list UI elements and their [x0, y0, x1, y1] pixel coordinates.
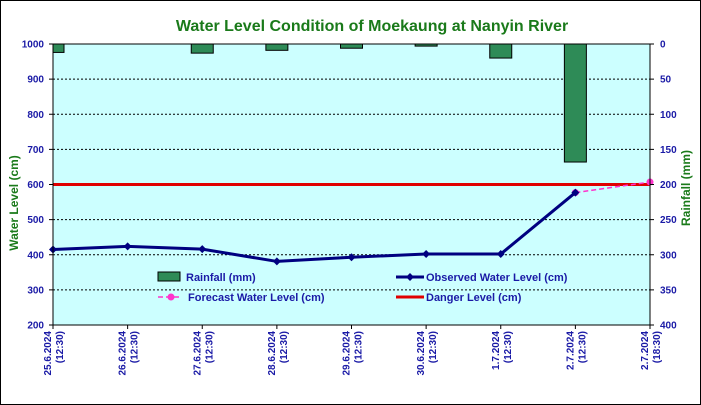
legend-marker	[406, 273, 414, 281]
observed-point	[123, 242, 132, 251]
x-tick-time: (12:30)	[577, 331, 588, 363]
chart-title: Water Level Condition of Moekaung at Nan…	[176, 18, 568, 35]
legend-label: Rainfall (mm)	[186, 272, 256, 284]
observed-point	[198, 245, 207, 254]
y-tick-label: 500	[27, 215, 44, 226]
observed-water-level-line	[52, 191, 577, 263]
y-tick-label: 400	[27, 250, 44, 261]
y2-tick-label: 300	[660, 250, 677, 261]
y2-tick-label: 100	[660, 110, 677, 121]
y-tick-label: 300	[27, 285, 44, 296]
y-tick-label: 700	[27, 145, 44, 156]
y2-tick-label: 350	[660, 285, 677, 296]
x-tick-date: 27.6.2024	[192, 331, 203, 376]
rainfall-bar	[489, 43, 513, 59]
legend-label: Danger Level (cm)	[426, 292, 522, 304]
x-tick-label: 2.7.2024 (12:30)	[565, 331, 588, 370]
x-tick-label: 29.6.2024 (12:30)	[342, 331, 365, 376]
x-tick-label: 25.6.2024 (12:30)	[43, 331, 66, 376]
x-tick-time: (12:30)	[279, 331, 290, 363]
y-tick-label: 800	[27, 110, 44, 121]
y2-tick-label: 400	[660, 321, 677, 332]
x-tick-label: 30.6.2024 (12:30)	[416, 331, 439, 376]
x-tick-time: (12:30)	[204, 331, 215, 363]
rainfall-bar	[563, 43, 587, 163]
rainfall-bar	[340, 43, 363, 49]
legend-swatch	[157, 271, 181, 282]
y-tick-label: 600	[27, 180, 44, 191]
y2-axis-label: Rainfall (mm)	[679, 150, 693, 226]
rainfall-bar	[265, 43, 289, 51]
x-tick-time: (18:30)	[652, 331, 663, 363]
observed-point	[422, 250, 431, 259]
legend-item: Observed Water Level (cm)	[396, 272, 568, 284]
y2-axis-ticks: 0 50 100 150 200 250 300 350 400	[650, 40, 677, 332]
x-tick-date: 2.7.2024	[565, 331, 576, 370]
x-tick-date: 30.6.2024	[416, 331, 427, 376]
y-tick-label: 200	[27, 321, 44, 332]
x-tick-label: 26.6.2024 (12:30)	[118, 331, 141, 376]
x-tick-date: 28.6.2024	[267, 331, 278, 376]
legend-item: Forecast Water Level (cm)	[158, 292, 325, 304]
rainfall-bar	[190, 43, 214, 54]
x-axis-ticks: 25.6.2024 (12:30) 26.6.2024 (12:30) 27.6.202…	[43, 325, 663, 376]
x-tick-date: 29.6.2024	[342, 331, 353, 376]
legend-item: Danger Level (cm)	[396, 292, 522, 304]
observed-point	[347, 253, 356, 262]
observed-point	[571, 188, 580, 197]
legend-label: Observed Water Level (cm)	[426, 272, 568, 284]
y2-tick-label: 250	[660, 215, 677, 226]
legend-label: Forecast Water Level (cm)	[188, 292, 325, 304]
legend-item: Rainfall (mm)	[157, 271, 256, 284]
x-tick-date: 1.7.2024	[491, 331, 502, 370]
x-tick-time: (12:30)	[55, 331, 66, 363]
x-tick-label: 28.6.2024 (12:30)	[267, 331, 290, 376]
y2-tick-label: 200	[660, 180, 677, 191]
y2-tick-label: 0	[660, 40, 666, 51]
y2-tick-label: 50	[660, 75, 672, 86]
legend-marker	[167, 293, 175, 301]
observed-point	[496, 250, 505, 259]
observed-point	[272, 257, 281, 266]
x-tick-time: (12:30)	[130, 331, 141, 363]
forecast-water-level-line	[575, 181, 651, 194]
y2-tick-label: 150	[660, 145, 677, 156]
x-tick-date: 2.7.2024	[640, 331, 651, 370]
x-tick-time: (12:30)	[428, 331, 439, 363]
x-tick-date: 26.6.2024	[118, 331, 129, 376]
x-tick-label: 1.7.2024 (12:30)	[491, 331, 514, 370]
rainfall-bar	[52, 43, 65, 53]
y-tick-label: 900	[27, 75, 44, 86]
x-tick-label: 27.6.2024 (12:30)	[192, 331, 215, 376]
water-level-lines	[49, 178, 654, 266]
x-tick-date: 25.6.2024	[43, 331, 54, 376]
y-tick-label: 1000	[22, 40, 45, 51]
legend: Rainfall (mm) Observed Water Level (cm) Fo…	[157, 271, 568, 304]
x-tick-label: 2.7.2024 (18:30)	[640, 331, 663, 370]
y-axis-ticks: 200 300 400 500 600 700 800 900 1000	[22, 40, 53, 332]
x-tick-time: (12:30)	[503, 331, 514, 363]
x-tick-time: (12:30)	[354, 331, 365, 363]
y-axis-label: Water Level (cm)	[7, 155, 21, 251]
